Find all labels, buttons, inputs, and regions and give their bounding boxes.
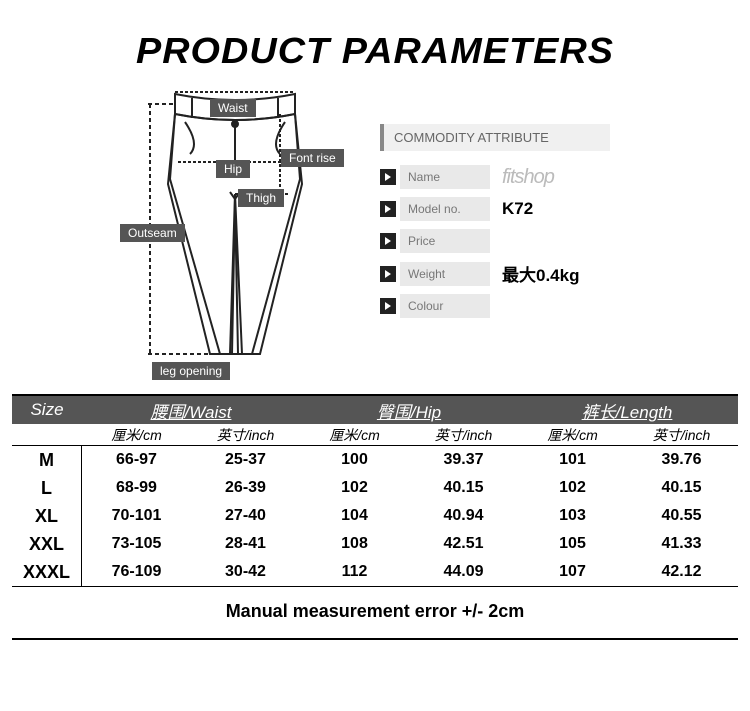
size-cell: L — [12, 474, 82, 502]
sub-inch: 英寸/inch — [627, 425, 736, 445]
header-hip: 臀围/Hip — [300, 398, 518, 423]
sub-cm: 厘米/cm — [82, 425, 191, 445]
size-value: 39.37 — [409, 451, 518, 469]
attribute-value: K72 — [502, 199, 533, 219]
sub-cm: 厘米/cm — [300, 425, 409, 445]
size-value: 105 — [518, 535, 627, 553]
diagram-label-font-rise: Font rise — [281, 149, 344, 167]
size-value: 112 — [300, 563, 409, 581]
size-value: 68-99 — [82, 479, 191, 497]
attribute-panel: COMMODITY ATTRIBUTE Name fitshop Model no.… — [380, 84, 750, 384]
attribute-label: Name — [400, 165, 490, 189]
diagram-label-thigh: Thigh — [238, 189, 284, 207]
size-value: 100 — [300, 451, 409, 469]
diagram-label-hip: Hip — [216, 160, 250, 178]
size-value: 44.09 — [409, 563, 518, 581]
measurement-note: Manual measurement error +/- 2cm — [12, 586, 738, 638]
size-cell: XXXL — [12, 558, 82, 586]
chevron-right-icon — [380, 298, 396, 314]
header-size: Size — [12, 400, 82, 420]
attribute-row: Price — [380, 229, 720, 253]
attribute-value: 最大0.4kg — [502, 261, 579, 286]
size-value: 30-42 — [191, 563, 300, 581]
diagram-label-waist: Waist — [210, 99, 256, 117]
size-value: 25-37 — [191, 451, 300, 469]
size-value: 76-109 — [82, 563, 191, 581]
size-value: 42.12 — [627, 563, 736, 581]
size-value: 107 — [518, 563, 627, 581]
size-value: 40.15 — [409, 479, 518, 497]
size-value: 102 — [300, 479, 409, 497]
size-value: 102 — [518, 479, 627, 497]
diagram-label-leg-opening: leg opening — [152, 362, 230, 380]
size-value: 41.33 — [627, 535, 736, 553]
attribute-value: fitshop — [502, 166, 554, 189]
size-value: 70-101 — [82, 507, 191, 525]
size-value: 103 — [518, 507, 627, 525]
size-value: 39.76 — [627, 451, 736, 469]
attribute-label: Model no. — [400, 197, 490, 221]
size-value: 40.55 — [627, 507, 736, 525]
sub-inch: 英寸/inch — [191, 425, 300, 445]
sub-inch: 英寸/inch — [409, 425, 518, 445]
size-value: 26-39 — [191, 479, 300, 497]
size-row: XXL73-10528-4110842.5110541.33 — [12, 530, 738, 558]
chevron-right-icon — [380, 201, 396, 217]
size-row: M66-9725-3710039.3710139.76 — [12, 446, 738, 474]
size-cell: XXL — [12, 530, 82, 558]
size-value: 28-41 — [191, 535, 300, 553]
header-length: 裤长/Length — [518, 398, 736, 423]
page-title: PRODUCT PARAMETERS — [0, 30, 750, 72]
size-cell: M — [12, 446, 82, 474]
size-value: 40.15 — [627, 479, 736, 497]
size-row: L68-9926-3910240.1510240.15 — [12, 474, 738, 502]
size-value: 104 — [300, 507, 409, 525]
attribute-row: Model no. K72 — [380, 197, 720, 221]
size-value: 101 — [518, 451, 627, 469]
size-table-header: Size 腰围/Waist 臀围/Hip 裤长/Length — [12, 396, 738, 424]
size-cell: XL — [12, 502, 82, 530]
attribute-row: Weight 最大0.4kg — [380, 261, 720, 286]
upper-section: Waist Hip Font rise Thigh Outseam leg op… — [0, 84, 750, 384]
attribute-label: Price — [400, 229, 490, 253]
size-value: 27-40 — [191, 507, 300, 525]
size-value: 66-97 — [82, 451, 191, 469]
size-table: Size 腰围/Waist 臀围/Hip 裤长/Length 厘米/cm 英寸/… — [12, 394, 738, 640]
attribute-row: Name fitshop — [380, 165, 720, 189]
pants-diagram: Waist Hip Font rise Thigh Outseam leg op… — [0, 84, 380, 384]
chevron-right-icon — [380, 266, 396, 282]
attribute-header: COMMODITY ATTRIBUTE — [380, 124, 610, 151]
chevron-right-icon — [380, 169, 396, 185]
sub-cm: 厘米/cm — [518, 425, 627, 445]
size-row: XL70-10127-4010440.9410340.55 — [12, 502, 738, 530]
attribute-label: Weight — [400, 262, 490, 286]
size-value: 73-105 — [82, 535, 191, 553]
chevron-right-icon — [380, 233, 396, 249]
size-table-subheader: 厘米/cm 英寸/inch 厘米/cm 英寸/inch 厘米/cm 英寸/inc… — [12, 424, 738, 446]
size-value: 40.94 — [409, 507, 518, 525]
attribute-label: Colour — [400, 294, 490, 318]
size-value: 42.51 — [409, 535, 518, 553]
diagram-label-outseam: Outseam — [120, 224, 185, 242]
size-row: XXXL76-10930-4211244.0910742.12 — [12, 558, 738, 586]
header-waist: 腰围/Waist — [82, 398, 300, 423]
size-value: 108 — [300, 535, 409, 553]
attribute-row: Colour — [380, 294, 720, 318]
